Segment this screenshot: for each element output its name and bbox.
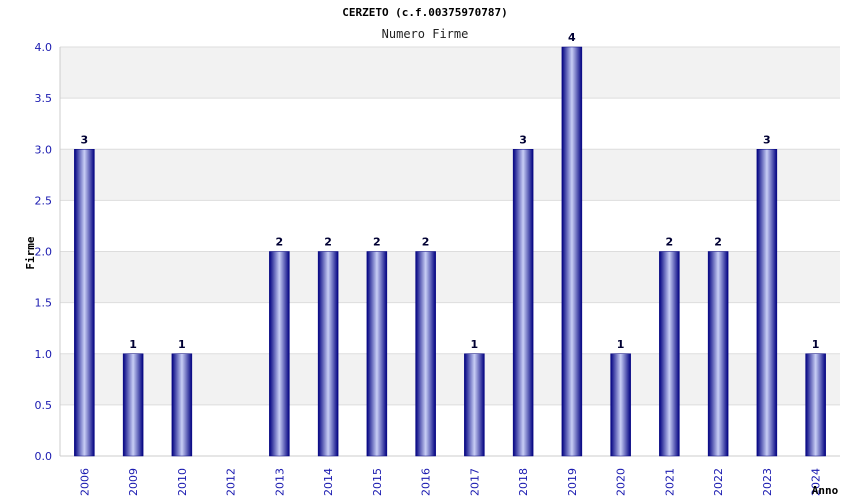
x-tick-label: 2012 bbox=[225, 468, 238, 496]
x-tick-label: 2017 bbox=[468, 468, 481, 496]
data-label: 2 bbox=[324, 236, 332, 249]
data-label: 2 bbox=[666, 236, 674, 249]
y-tick-label: 3.0 bbox=[35, 143, 53, 156]
data-label: 1 bbox=[178, 338, 186, 351]
bar bbox=[415, 251, 436, 457]
x-axis-ticks: 2006 2009 2010 2012 2013 2014 2015 2016 2017 2018… bbox=[78, 468, 822, 496]
bar bbox=[269, 251, 290, 457]
x-tick-label: 2024 bbox=[810, 468, 823, 496]
bar bbox=[122, 353, 144, 457]
y-tick-label: 0.0 bbox=[35, 450, 53, 463]
x-tick-label: 2019 bbox=[566, 468, 579, 496]
x-tick-label: 2006 bbox=[78, 468, 91, 496]
bar bbox=[171, 353, 193, 457]
chart-subtitle: Numero Firme bbox=[382, 27, 469, 41]
data-label: 2 bbox=[373, 236, 381, 249]
x-tick-label: 2022 bbox=[712, 468, 725, 496]
y-tick-label: 4.0 bbox=[35, 41, 53, 54]
data-label: 1 bbox=[129, 338, 137, 351]
chart-title: CERZETO (c.f.00375970787) bbox=[342, 6, 508, 19]
bar bbox=[756, 149, 778, 457]
data-label: 3 bbox=[763, 133, 771, 146]
bar bbox=[561, 46, 583, 457]
bar bbox=[74, 149, 95, 457]
x-tick-label: 2016 bbox=[420, 468, 433, 496]
bar bbox=[659, 251, 680, 457]
x-tick-label: 2023 bbox=[761, 468, 774, 496]
data-label: 1 bbox=[812, 338, 820, 351]
bar bbox=[707, 251, 729, 457]
bar bbox=[512, 149, 534, 457]
y-tick-label: 3.5 bbox=[35, 92, 53, 105]
x-tick-label: 2020 bbox=[615, 468, 628, 496]
data-label: 4 bbox=[568, 31, 576, 44]
x-tick-label: 2018 bbox=[517, 468, 530, 496]
x-tick-label: 2015 bbox=[371, 468, 384, 496]
bar bbox=[464, 353, 485, 457]
data-label: 2 bbox=[422, 236, 430, 249]
bar bbox=[610, 353, 631, 457]
y-tick-label: 1.5 bbox=[35, 297, 53, 310]
y-axis-ticks: 0.0 0.5 1.0 1.5 2.0 2.5 3.0 3.5 4.0 bbox=[35, 41, 53, 463]
y-axis-title: Firme bbox=[24, 236, 37, 269]
x-axis-title: Anno bbox=[812, 484, 839, 497]
y-tick-label: 2.0 bbox=[35, 246, 53, 259]
bar bbox=[805, 353, 826, 457]
data-label: 1 bbox=[617, 338, 625, 351]
x-tick-label: 2014 bbox=[322, 468, 335, 496]
data-label: 1 bbox=[471, 338, 479, 351]
x-tick-label: 2009 bbox=[127, 468, 140, 496]
y-tick-label: 1.0 bbox=[35, 348, 53, 361]
data-label: 3 bbox=[519, 133, 527, 146]
y-tick-label: 0.5 bbox=[35, 399, 53, 412]
data-label: 2 bbox=[276, 236, 284, 249]
x-tick-label: 2021 bbox=[663, 468, 676, 496]
x-tick-label: 2010 bbox=[176, 468, 189, 496]
y-tick-label: 2.5 bbox=[35, 194, 53, 207]
bars: 3 1 1 2 2 2 2 1 3 4 1 2 2 3 1 bbox=[74, 31, 826, 457]
grid-band bbox=[60, 149, 840, 201]
bar bbox=[366, 251, 388, 457]
data-label: 3 bbox=[81, 133, 89, 146]
bar bbox=[317, 251, 339, 457]
grid-band bbox=[60, 47, 840, 99]
x-tick-label: 2013 bbox=[273, 468, 286, 496]
data-label: 2 bbox=[714, 236, 722, 249]
